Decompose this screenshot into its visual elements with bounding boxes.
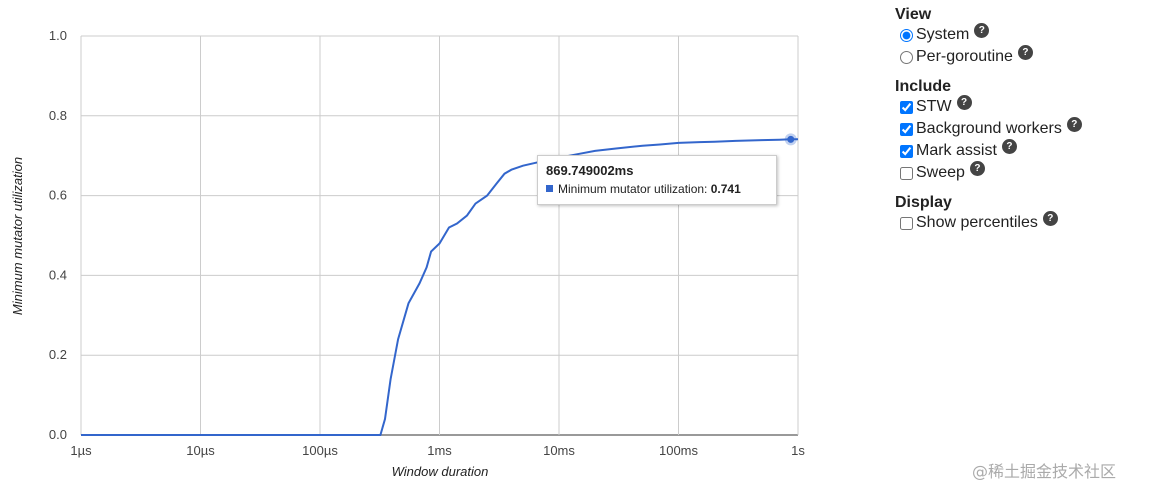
view-option-per-goroutine[interactable]: Per-goroutine ? <box>898 44 1145 68</box>
y-tick-label: 1.0 <box>49 28 67 43</box>
help-icon[interactable]: ? <box>1017 44 1033 60</box>
view-option-system[interactable]: System ? <box>898 22 1145 46</box>
help-icon[interactable]: ? <box>974 22 990 38</box>
view-system-radio[interactable] <box>900 28 913 42</box>
include-sweep-checkbox[interactable] <box>900 166 913 180</box>
include-background-workers-label: Background workers <box>916 120 1062 137</box>
y-tick-label: 0.0 <box>49 427 67 442</box>
include-stw-label: STW <box>916 98 952 115</box>
include-background-workers-checkbox[interactable] <box>900 122 913 136</box>
include-option-stw[interactable]: STW ? <box>898 94 1145 118</box>
view-system-label: System <box>916 26 970 43</box>
help-icon[interactable]: ? <box>969 160 985 176</box>
include-section-title: Include <box>895 78 952 95</box>
options-panel: View System ? Per-goroutine ? Include ST… <box>895 4 1145 244</box>
tooltip-label: Minimum mutator utilization: <box>558 182 711 196</box>
watermark: @稀土掘金技术社区 <box>972 462 1117 481</box>
view-per-goroutine-radio[interactable] <box>900 50 913 64</box>
y-tick-label: 0.8 <box>49 108 67 123</box>
y-axis-title: Minimum mutator utilization <box>10 157 25 315</box>
x-tick-label: 100ms <box>659 443 699 458</box>
help-icon[interactable]: ? <box>1066 116 1082 132</box>
x-tick-label: 1µs <box>70 443 92 458</box>
x-tick-label: 1s <box>791 443 805 458</box>
display-section-title: Display <box>895 194 952 211</box>
display-option-show-percentiles[interactable]: Show percentiles ? <box>898 210 1145 234</box>
view-section-title: View <box>895 6 932 23</box>
view-group: View System ? Per-goroutine ? <box>895 6 1145 68</box>
tooltip-title: 869.749002ms <box>546 163 634 178</box>
y-tick-label: 0.4 <box>49 267 67 282</box>
y-tick-label: 0.6 <box>49 188 67 203</box>
include-group: Include STW ? Background workers ? Mark … <box>895 78 1145 184</box>
display-show-percentiles-checkbox[interactable] <box>900 216 913 230</box>
include-stw-checkbox[interactable] <box>900 100 913 114</box>
include-sweep-label: Sweep <box>916 164 965 181</box>
chart-grid <box>80 35 799 436</box>
x-tick-label: 10µs <box>186 443 215 458</box>
include-option-sweep[interactable]: Sweep ? <box>898 160 1145 184</box>
view-per-goroutine-label: Per-goroutine <box>916 48 1013 65</box>
include-mark-assist-checkbox[interactable] <box>900 144 913 158</box>
help-icon[interactable]: ? <box>1042 210 1058 226</box>
tooltip-value: 0.741 <box>710 182 741 196</box>
chart-plot-area[interactable] <box>81 133 798 436</box>
include-option-background-workers[interactable]: Background workers ? <box>898 116 1145 140</box>
y-tick-label: 0.2 <box>49 347 67 362</box>
x-axis-title: Window duration <box>392 464 489 479</box>
series-line-minimum-mutator-utilization[interactable] <box>81 138 798 436</box>
include-mark-assist-label: Mark assist <box>916 142 997 159</box>
display-show-percentiles-label: Show percentiles <box>916 214 1038 231</box>
tooltip-row: Minimum mutator utilization: 0.741 <box>546 182 768 196</box>
display-group: Display Show percentiles ? <box>895 194 1145 234</box>
highlight-point[interactable] <box>787 135 795 143</box>
x-tick-label: 10ms <box>543 443 575 458</box>
help-icon[interactable]: ? <box>1001 138 1017 154</box>
x-tick-label: 1ms <box>427 443 452 458</box>
series-swatch-icon <box>546 185 553 192</box>
mmu-chart: 0.0 0.2 0.4 0.6 0.8 1.0 1µs 10µs 100µs 1ms 10ms 100… <box>10 28 805 479</box>
help-icon[interactable]: ? <box>956 94 972 110</box>
chart-tick-labels: 0.0 0.2 0.4 0.6 0.8 1.0 1µs 10µs 100µs 1ms 10ms 100… <box>49 28 805 458</box>
x-tick-label: 100µs <box>302 443 338 458</box>
chart-tooltip: 869.749002ms Minimum mutator utilization… <box>537 155 777 205</box>
include-option-mark-assist[interactable]: Mark assist ? <box>898 138 1145 162</box>
